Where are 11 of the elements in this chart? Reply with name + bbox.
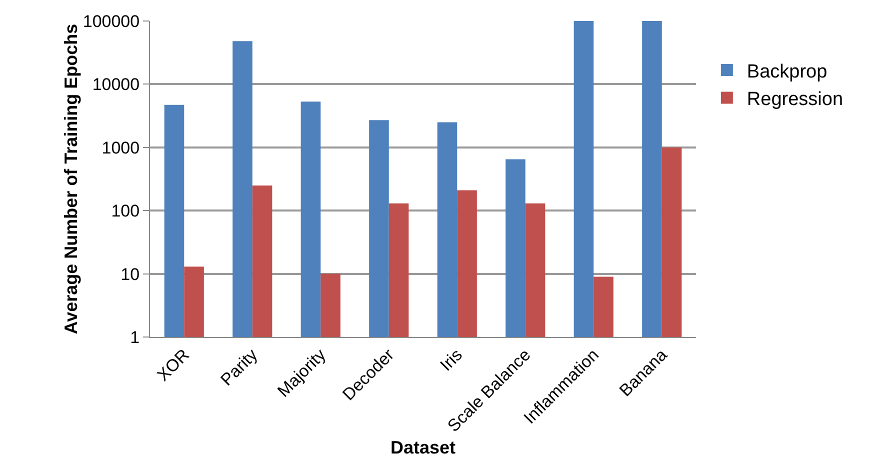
y-axis-title: Average Number of Training Epochs [60, 24, 81, 334]
y-tick-label: 1 [130, 328, 140, 347]
legend-label: Regression [746, 89, 844, 110]
y-tick-label: 10000 [92, 75, 140, 94]
x-tick-label: Iris [436, 345, 466, 375]
legend-label: Backprop [746, 61, 828, 82]
y-tick-label: 100 [111, 202, 140, 221]
x-axis-title: Dataset [390, 438, 456, 458]
y-tick-label: 100000 [82, 12, 140, 31]
y-tick-label: 10 [120, 264, 140, 284]
y-tick-label: 1000 [102, 138, 140, 158]
